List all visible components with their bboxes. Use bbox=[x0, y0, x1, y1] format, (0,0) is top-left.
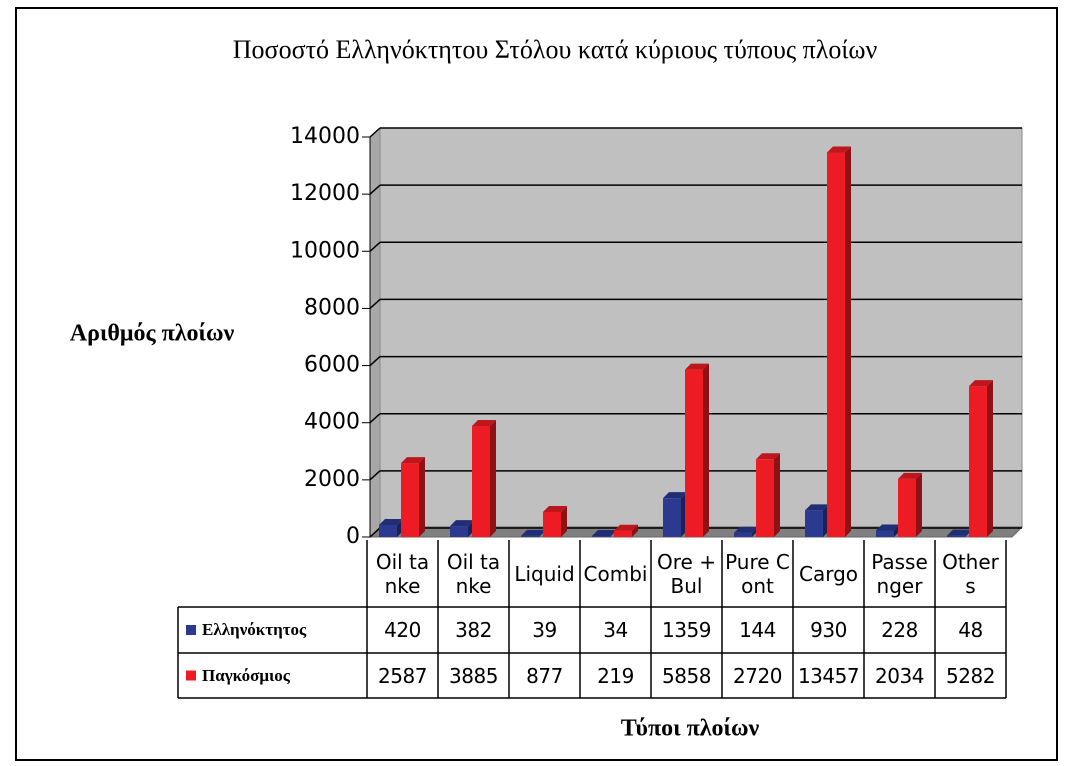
y-tick-label: 10000 bbox=[290, 238, 360, 263]
grid-line bbox=[369, 241, 381, 252]
y-tick-label: 14000 bbox=[290, 124, 360, 149]
bar bbox=[472, 420, 496, 537]
table-value: 2720 bbox=[733, 663, 782, 688]
table-value: 382 bbox=[455, 618, 492, 642]
y-tick-label: 0 bbox=[346, 524, 360, 549]
table-value: 48 bbox=[958, 618, 983, 642]
bar bbox=[379, 519, 403, 537]
table-value: 2587 bbox=[378, 663, 427, 688]
chart-title: Ποσοστό Ελληνόκτητου Στόλου κατά κύριους… bbox=[233, 35, 878, 64]
table-value: 5858 bbox=[662, 663, 711, 688]
table-value: 1359 bbox=[662, 618, 711, 642]
category-label: Passenger bbox=[871, 549, 928, 598]
bar bbox=[663, 492, 687, 537]
bar bbox=[614, 524, 638, 537]
category-label: Liquid bbox=[514, 561, 575, 586]
bar bbox=[401, 457, 425, 537]
table-value: 2034 bbox=[875, 663, 924, 688]
category-label: Ore + Bul bbox=[657, 549, 716, 598]
y-tick-label: 8000 bbox=[304, 295, 360, 320]
legend-swatch bbox=[186, 625, 196, 635]
bar bbox=[756, 453, 780, 537]
table-value: 13457 bbox=[797, 663, 860, 688]
table-value: 5282 bbox=[946, 663, 995, 688]
legend-swatch bbox=[186, 670, 196, 681]
grid-line bbox=[369, 298, 381, 309]
table-value: 228 bbox=[881, 618, 918, 642]
legend-label: Παγκόσμιος bbox=[202, 665, 290, 685]
bar bbox=[543, 505, 567, 537]
table-value: 34 bbox=[603, 618, 628, 642]
table-value: 144 bbox=[739, 618, 776, 642]
legend-label: Ελληνόκτητος bbox=[202, 620, 307, 639]
table-value: 930 bbox=[810, 618, 847, 642]
grid-line bbox=[369, 356, 381, 367]
y-tick-label: 12000 bbox=[290, 181, 360, 206]
table-value: 39 bbox=[532, 618, 557, 642]
table-value: 877 bbox=[526, 663, 563, 688]
table-value: 3885 bbox=[449, 663, 498, 688]
y-tick-label: 4000 bbox=[304, 410, 360, 435]
category-label: Oil tanke bbox=[375, 549, 430, 598]
y-tick-label: 6000 bbox=[304, 353, 360, 378]
x-axis-label: Τύποι πλοίων bbox=[621, 716, 760, 742]
grid-line bbox=[369, 527, 381, 538]
category-label: Others bbox=[942, 549, 999, 598]
bar bbox=[969, 380, 993, 537]
table-value: 420 bbox=[384, 618, 421, 642]
category-label: Oil tanke bbox=[446, 549, 501, 598]
category-label: Combi bbox=[583, 561, 648, 586]
bar bbox=[805, 504, 829, 537]
frame bbox=[15, 7, 1058, 761]
bar bbox=[450, 520, 474, 537]
y-axis-label: Αριθμός πλοίων bbox=[70, 321, 235, 347]
grid-line bbox=[369, 413, 381, 424]
category-label: Cargo bbox=[798, 561, 859, 586]
grid-line bbox=[369, 127, 381, 138]
bar bbox=[898, 472, 922, 537]
y-tick-label: 2000 bbox=[304, 467, 360, 492]
bar bbox=[827, 146, 851, 537]
bar bbox=[685, 363, 709, 537]
grid-line bbox=[369, 184, 381, 195]
grid-line bbox=[369, 470, 381, 481]
category-label: Pure Cont bbox=[725, 549, 790, 598]
table-value: 219 bbox=[597, 663, 634, 688]
